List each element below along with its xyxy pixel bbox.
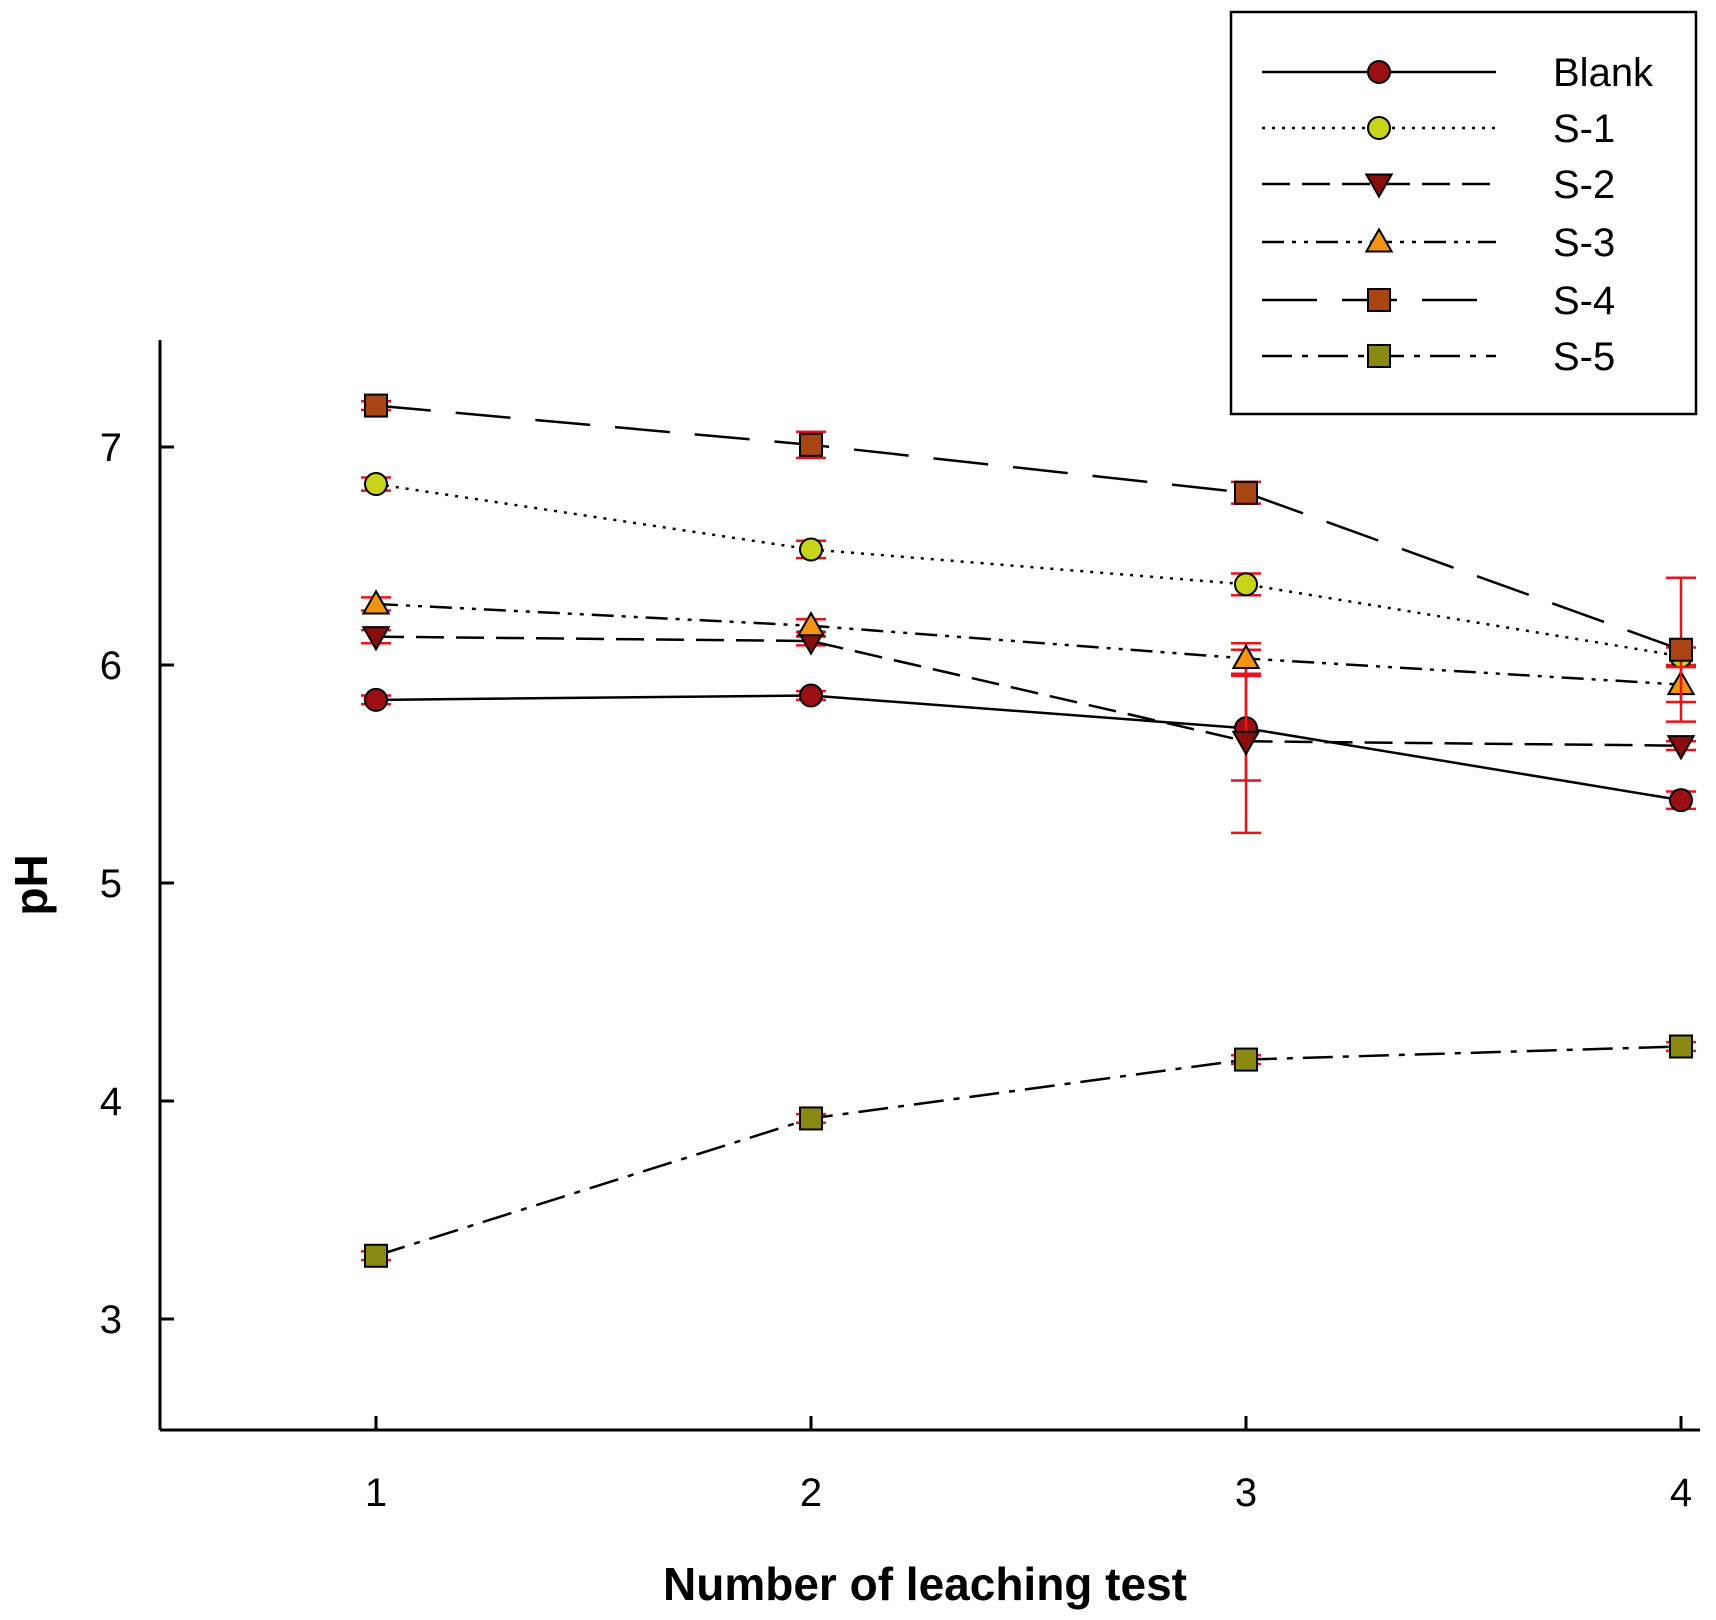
data-point [799, 683, 823, 708]
data-point [361, 589, 391, 615]
data-point [1231, 730, 1261, 756]
legend-entry-s-5: S-5 [1262, 335, 1615, 379]
legend-marker [1367, 116, 1391, 140]
data-point [1234, 480, 1258, 505]
legend-marker [1364, 227, 1394, 253]
series-line [375, 404, 1682, 651]
data-point [364, 687, 388, 712]
y-tick-label: 4 [100, 1080, 122, 1124]
legend-label: S-1 [1553, 107, 1615, 151]
legend-label: S-5 [1553, 335, 1615, 379]
legend-marker [1367, 288, 1391, 312]
legend-entry-s-1: S-1 [1262, 107, 1615, 151]
y-tick-label: 3 [100, 1298, 122, 1342]
x-axis-title: Number of leaching test [663, 1558, 1187, 1610]
series-line [375, 1045, 1682, 1257]
x-tick-label: 3 [1235, 1471, 1257, 1515]
legend-entry-blank: Blank [1262, 51, 1654, 95]
series-s-4 [361, 393, 1696, 723]
series-line [375, 635, 1682, 747]
y-tick-label: 5 [100, 862, 122, 906]
data-point [364, 393, 388, 418]
x-tick-label: 1 [365, 1471, 387, 1515]
x-ticks: 1 2 3 4 [365, 1416, 1692, 1515]
data-point [1669, 637, 1693, 662]
series-layer [361, 393, 1696, 1268]
data-point [364, 1243, 388, 1268]
series-s-2 [361, 626, 1696, 835]
legend-label: S-4 [1553, 279, 1615, 323]
legend-label: Blank [1553, 51, 1654, 95]
legend-marker [1367, 344, 1391, 368]
data-point [1231, 643, 1261, 669]
legend-entry-s-4: S-4 [1262, 279, 1615, 323]
data-point [1234, 1047, 1258, 1072]
data-point [1669, 1034, 1693, 1059]
legend: Blank S-1 S-2 S-3 S-4 S-5 [1229, 10, 1698, 416]
legend-marker [1364, 173, 1394, 199]
data-point [796, 611, 826, 637]
legend-box [1229, 10, 1698, 416]
data-point [361, 626, 391, 652]
data-point [799, 1106, 823, 1131]
data-point [799, 537, 823, 562]
data-point [1669, 788, 1693, 813]
axes [158, 340, 1700, 1432]
data-point [1234, 572, 1258, 597]
y-ticks: 3 4 5 6 7 [100, 426, 174, 1342]
data-point [1666, 735, 1696, 761]
data-point [799, 432, 823, 457]
legend-entry-s-3: S-3 [1262, 221, 1615, 265]
legend-marker [1367, 60, 1391, 84]
series-line [375, 602, 1682, 686]
y-axis-title: pH [5, 854, 57, 915]
legend-entry-s-2: S-2 [1262, 163, 1615, 207]
x-tick-label: 4 [1670, 1471, 1692, 1515]
data-point [364, 472, 388, 497]
series-s-5 [361, 1034, 1696, 1268]
y-tick-label: 7 [100, 426, 122, 470]
y-tick-label: 6 [100, 644, 122, 688]
legend-label: S-3 [1553, 221, 1615, 265]
series-line [375, 694, 1682, 802]
x-tick-label: 2 [800, 1471, 822, 1515]
legend-label: S-2 [1553, 163, 1615, 207]
